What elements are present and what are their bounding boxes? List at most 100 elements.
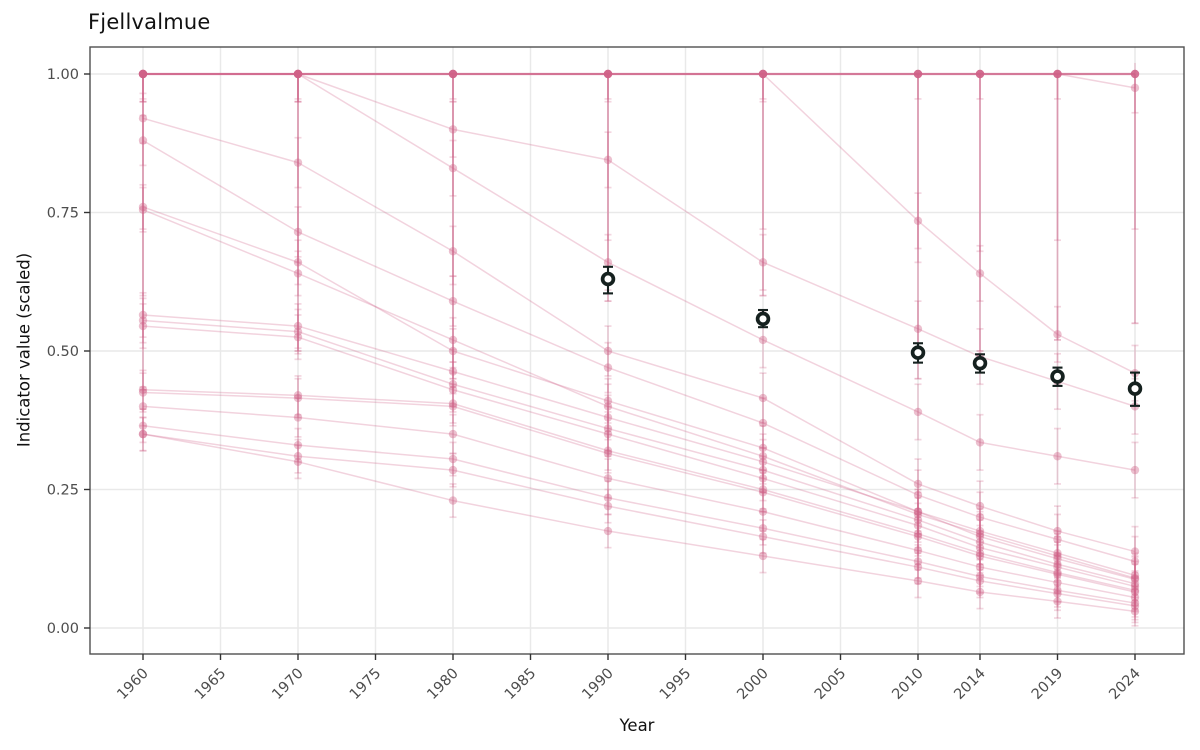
series-point [975,501,985,511]
series-point [1053,452,1062,461]
series-point [758,474,768,483]
series-point [913,557,923,566]
series-point [913,507,923,516]
tick-label-x: 2014 [951,666,988,703]
series-point [603,69,613,79]
series-point [975,537,985,547]
series-point [293,69,303,79]
series-point [448,69,458,79]
series-line [142,433,1136,613]
tick-label-x: 2005 [812,666,849,703]
series-point [1053,535,1062,544]
series-point [1130,582,1140,591]
series-point [913,479,923,489]
series-line [142,389,1136,592]
series-point [913,216,923,226]
series-point [913,69,923,79]
series-point [758,258,768,267]
series-point [1053,69,1062,79]
series-point [975,69,985,79]
series-point [448,346,458,356]
series-line [142,209,1136,579]
series-point [975,587,985,597]
series-line [142,433,1136,607]
series-point [293,69,303,79]
series-point [293,69,303,79]
series-point [1130,593,1140,602]
series-point [448,429,458,439]
series-point [138,69,148,79]
series-point [1130,557,1140,566]
series-point [1053,69,1062,79]
indicator-point [1050,369,1065,384]
series-line [142,405,1136,599]
series-point [1053,69,1062,79]
series-point [758,393,768,403]
series-point [293,227,303,237]
series-point [1053,526,1062,536]
tick-label-x: 2000 [734,666,771,703]
series-point [975,576,985,586]
series-point [138,385,148,394]
series-point [1130,69,1140,79]
series-line [142,117,1136,553]
series-point [293,69,303,79]
series-point [1053,330,1062,339]
series-point [975,529,985,539]
series-point [293,258,303,267]
series-point [975,513,985,522]
series-point [603,363,613,372]
series-point [913,510,923,519]
series-point [758,551,768,561]
series-point [913,324,923,334]
series-point [448,69,458,79]
series-point [975,269,985,278]
series-point [293,452,303,461]
series-point [293,457,303,466]
series-point [448,367,458,376]
series-point [913,562,923,572]
series-point [1130,579,1140,588]
series-point [913,407,923,417]
series-line [142,314,1136,580]
series-point [1130,69,1140,79]
series-point [448,454,458,464]
series-point [603,258,613,267]
chart-title: Fjellvalmue [88,10,211,34]
tick-label-y: 0.00 [47,621,79,637]
series-point [758,452,768,461]
series-point [293,69,303,79]
series-point [138,310,148,320]
series-point [603,69,613,79]
series-point [913,576,923,586]
tick-label-x: 1960 [114,666,151,703]
series-point [913,529,923,539]
series-point [448,296,458,306]
series-line [142,391,1136,593]
series-point [913,507,923,516]
series-point [138,321,148,331]
series-line [142,325,1136,588]
series-point [758,69,768,79]
series-point [1130,571,1140,580]
indicator-point [910,345,926,360]
series-point [293,69,303,79]
series-point [603,429,613,439]
series-point [1053,586,1062,595]
series-point [1130,83,1140,93]
series-point [138,429,148,439]
series-point [758,532,768,541]
series-point [1130,587,1140,597]
series-point [603,69,613,79]
series-point [138,69,148,79]
series-point [913,69,923,79]
tick-label-x: 1965 [192,666,229,703]
series-point [448,465,458,475]
series-point [913,515,923,525]
series-line [143,73,1136,471]
series-point [1130,586,1140,595]
series-point [448,69,458,79]
indicator-point [755,311,771,327]
